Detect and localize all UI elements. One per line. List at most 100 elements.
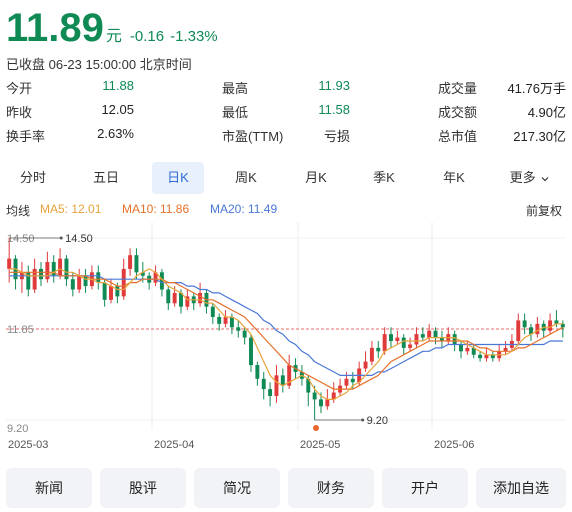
quote-value: 217.30亿 [513, 129, 566, 144]
tab-weekly-k[interactable]: 周K [235, 170, 257, 185]
axis-labels: 14.50 11.85 9.20 2025-03 2025-04 2025-05 2025-… [7, 233, 474, 451]
tab-intraday[interactable]: 分时 [19, 170, 46, 185]
candle-body [64, 258, 69, 280]
period-tabs: 分时 五日 日K 周K 月K 季K 年K 更多 [0, 162, 572, 194]
quote-value: 4.90亿 [527, 105, 566, 120]
candle-body [229, 316, 234, 328]
tab-more[interactable]: 更多 [500, 162, 560, 194]
quote-value: 亏损 [323, 129, 350, 144]
market-status: 已收盘 06-23 15:00:00 北京时间 [6, 57, 192, 72]
adjust-mode[interactable]: 前复权 [526, 204, 563, 218]
candle-body [134, 255, 139, 273]
ma20-value: MA20: 11.49 [210, 202, 278, 216]
open-account-button[interactable]: 开户 [382, 468, 468, 508]
quote-label: 成交额 [438, 105, 478, 120]
candle-body [548, 320, 553, 331]
candle-body [153, 272, 158, 283]
ma-lines [9, 268, 564, 400]
add-watchlist-button[interactable]: 添加自选 [476, 468, 566, 508]
current-price: 11.89 [6, 6, 104, 50]
event-marker-dot [313, 425, 319, 431]
x-tick-label: 2025-05 [300, 439, 340, 451]
quote-label: 最高 [222, 81, 249, 96]
quote-row: 今开 11.88 最高 11.93 成交量 41.76万手 [0, 78, 572, 102]
y-tick-label: 11.85 [7, 324, 34, 336]
candle-body [109, 286, 113, 300]
comment-button[interactable]: 股评 [100, 468, 186, 508]
tab-five-day[interactable]: 五日 [92, 170, 119, 185]
max-price-label: 14.50 [65, 233, 93, 245]
quote-value: 12.05 [101, 102, 134, 117]
candle-body [255, 365, 260, 379]
candle-body [490, 354, 495, 359]
candle-body [274, 375, 279, 396]
candle-body [522, 320, 527, 328]
quote-value: 2.63% [97, 126, 134, 141]
candle-body [369, 347, 374, 362]
candle-body [45, 262, 50, 280]
quote-label: 最低 [222, 105, 249, 120]
candle-body [331, 392, 336, 400]
min-dot [361, 418, 365, 422]
candle-body [465, 347, 470, 352]
candle-body [51, 262, 56, 276]
candle-body [408, 344, 413, 348]
chart-grid [6, 222, 566, 430]
tab-more-label: 更多 [509, 170, 536, 185]
candle-body [529, 327, 533, 335]
candle-body [32, 268, 37, 290]
price-unit: 元 [105, 28, 122, 45]
candle-body [516, 320, 521, 342]
candle-body [459, 344, 463, 352]
finance-button[interactable]: 财务 [288, 468, 374, 508]
y-tick-label: 14.50 [7, 233, 35, 245]
candle-body [452, 334, 457, 345]
price-change-pct: -1.33% [170, 28, 218, 45]
candle-body [159, 272, 164, 290]
quote-row: 昨收 12.05 最低 11.58 成交额 4.90亿 [0, 102, 572, 126]
candle-body [172, 292, 177, 304]
quote-value: 11.58 [318, 102, 350, 117]
candle-body [58, 258, 63, 276]
candle-body [77, 275, 82, 290]
quote-label: 昨收 [6, 105, 33, 120]
candle-body [261, 378, 266, 390]
ma5-line [9, 268, 563, 400]
candle-body [223, 316, 228, 324]
candle-body [478, 354, 483, 359]
quote-label: 成交量 [438, 81, 478, 96]
candle-body [26, 272, 31, 290]
candle-body [560, 323, 565, 328]
x-tick-label: 2025-04 [154, 439, 194, 451]
quote-label: 换手率 [6, 129, 46, 144]
ma-legend: 均线 MA5: 12.01 MA10: 11.86 MA20: 11.49 前复… [6, 200, 566, 218]
candle-body [140, 272, 145, 276]
candle-body [306, 378, 311, 393]
chevron-down-icon [541, 176, 549, 181]
candle-body [217, 316, 222, 324]
candle-body [389, 334, 393, 342]
candle-body [554, 320, 559, 324]
candle-body [185, 296, 190, 307]
tab-monthly-k[interactable]: 月K [305, 170, 327, 185]
news-button[interactable]: 新闻 [6, 468, 92, 508]
price-header: 11.89 元 -0.16 -1.33% [6, 8, 218, 48]
candle-body [376, 347, 381, 352]
profile-button[interactable]: 简况 [194, 468, 280, 508]
tab-quarterly-k[interactable]: 季K [373, 170, 395, 185]
quote-label: 今开 [6, 81, 33, 96]
candle-body [395, 337, 400, 342]
tab-yearly-k[interactable]: 年K [443, 170, 465, 185]
candle-body [198, 292, 203, 304]
candle-body [420, 334, 425, 338]
kline-chart[interactable]: 14.50 11.85 9.20 2025-03 2025-04 2025-05 2025-… [0, 222, 572, 460]
candle-body [179, 292, 183, 307]
candle-body [319, 399, 323, 407]
tab-daily-k[interactable]: 日K [152, 162, 204, 194]
candle-body [280, 375, 285, 386]
candle-body [128, 255, 133, 269]
candle-body [70, 279, 75, 290]
x-tick-label: 2025-03 [8, 439, 48, 451]
max-dot [59, 236, 63, 240]
candle-body [439, 337, 444, 342]
